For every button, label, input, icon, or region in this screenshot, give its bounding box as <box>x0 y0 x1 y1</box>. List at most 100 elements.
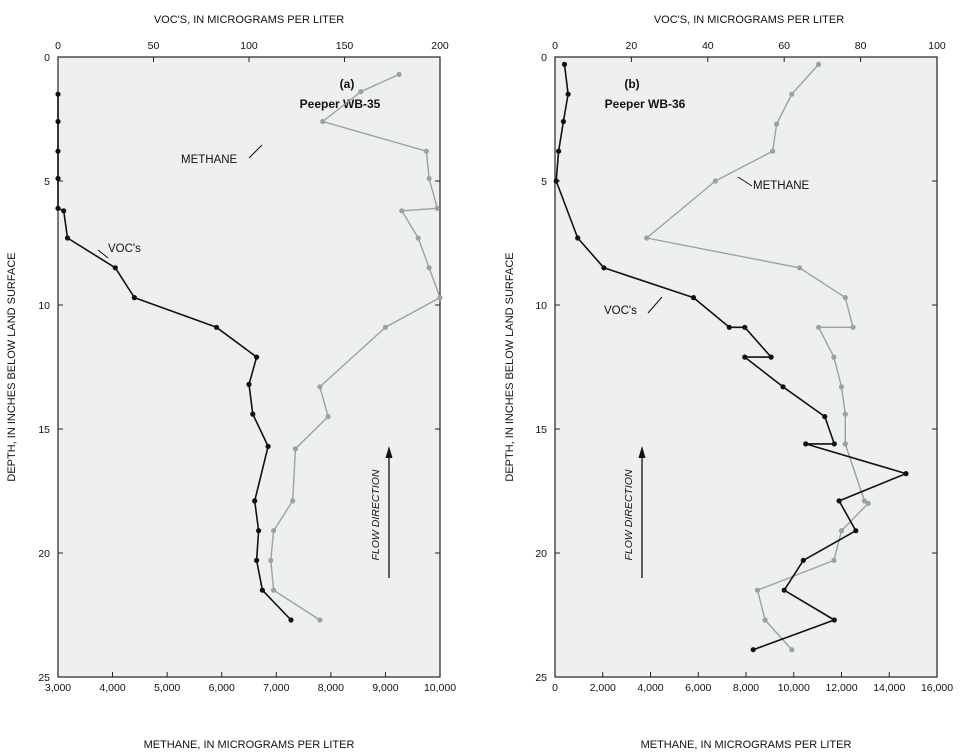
panel-a-y-tick-label: 10 <box>38 300 50 312</box>
panel-a-voc-point <box>131 295 137 301</box>
panel-a-voc-point <box>55 91 61 97</box>
panel-b-methane-point <box>644 235 650 241</box>
panel-b-bottom-tick-label: 6,000 <box>685 682 711 694</box>
panel-a-voc-point <box>250 411 256 417</box>
panel-a-voc-point <box>254 557 260 564</box>
panel-b-voc-point <box>853 528 859 534</box>
panel-b-top-tick-label: 20 <box>626 40 638 52</box>
panel-b-top-tick-label: 100 <box>928 40 946 52</box>
panel-a-bottom-tick-label: 10,000 <box>424 682 456 694</box>
panel-b-methane-point <box>831 557 837 564</box>
panel-b-bottom-tick-label: 12,000 <box>825 682 857 694</box>
panel-a-methane-point <box>423 148 429 154</box>
panel-a-methane-point <box>382 324 388 330</box>
panel-b-bottom-tick-label: 16,000 <box>921 682 953 694</box>
panel-a-methane-point <box>426 265 432 271</box>
panel-b-methane-point <box>816 324 822 330</box>
panel-a-voc-point <box>61 208 67 214</box>
panel-b-y-tick-label: 25 <box>535 672 547 684</box>
panel-a-y-tick-label: 0 <box>44 52 50 64</box>
panel-b-voc-point <box>831 617 837 623</box>
panel-a-site-label: Peeper WB-35 <box>300 97 381 111</box>
panel-b-methane-point <box>789 647 795 653</box>
panel-b-voc-point <box>575 235 581 241</box>
panel-b-bottom-tick-label: 8,000 <box>733 682 759 694</box>
panel-a-methane-leader <box>248 144 263 159</box>
panel-b-methane-point <box>842 295 848 301</box>
panel-a-voc-point <box>64 235 71 241</box>
panel-b-methane-point <box>850 324 856 330</box>
panel-a-voc-point <box>55 205 61 211</box>
panel-b-voc-point <box>553 178 559 184</box>
panel-b-voc-label: VOC's <box>604 305 637 317</box>
panel-b-top-tick-label: 0 <box>552 40 558 52</box>
panel-b: VOC'S, IN MICROGRAMS PER LITER METHANE, … <box>504 14 953 751</box>
panel-a-methane-label: METHANE <box>181 154 238 166</box>
panel-b-methane-point <box>861 498 868 504</box>
panel-b-bottom-tick-label: 14,000 <box>873 682 905 694</box>
panel-a-methane-point <box>426 175 432 182</box>
panel-b-voc-point <box>822 414 828 420</box>
panel-b-methane-point <box>770 148 776 154</box>
panel-b-bottom-tick-label: 4,000 <box>637 682 663 694</box>
panel-a-voc-point <box>55 175 61 182</box>
panel-a-y-axis-title: DEPTH, IN INCHES BELOW LAND SURFACE <box>6 252 18 481</box>
panel-b-top-tick-label: 40 <box>702 40 714 52</box>
panel-b-methane-label: METHANE <box>753 180 810 192</box>
panel-a-methane-point <box>271 528 277 534</box>
panel-b-site-label: Peeper WB-36 <box>605 97 686 111</box>
panel-b-voc-point <box>781 587 787 593</box>
panel-b-top-tick-label: 80 <box>855 40 867 52</box>
panel-b-voc-point <box>780 384 786 390</box>
panel-a-bottom-axis-title: METHANE, IN MICROGRAMS PER LITER <box>144 739 355 751</box>
panel-b-flow-arrowhead <box>638 446 646 458</box>
panel-a-y-tick-label: 20 <box>38 548 50 560</box>
panel-b-series <box>553 61 909 653</box>
panel-b-methane-point <box>789 91 795 97</box>
panel-b-methane-point <box>865 500 871 506</box>
panel-a-flow-arrowhead <box>385 446 393 458</box>
panel-a-methane-point <box>320 118 326 125</box>
panel-b-voc-point <box>556 148 562 154</box>
panel-b-bottom-tick-label: 2,000 <box>590 682 616 694</box>
panel-b-voc-point <box>601 265 607 271</box>
panel-b-voc-point <box>768 354 774 360</box>
panel-a-voc-point <box>55 118 61 125</box>
panel-a-voc-point <box>256 528 262 534</box>
panel-a-label: (a) <box>340 77 355 91</box>
panel-b-methane-leader <box>737 176 753 187</box>
panel-a-top-axis-title: VOC'S, IN MICROGRAMS PER LITER <box>154 14 344 26</box>
panel-a-methane-point <box>290 498 296 504</box>
panel-b-top-tick-label: 60 <box>778 40 790 52</box>
panel-a-methane-point <box>317 384 323 390</box>
panel-a-bottom-tick-label: 9,000 <box>372 682 398 694</box>
panel-b-bottom-tick-label: 10,000 <box>778 682 810 694</box>
panel-a-methane-point <box>358 89 364 95</box>
panel-b-methane-point <box>796 265 803 271</box>
panel-b-label: (b) <box>624 77 639 91</box>
panel-a-voc-point <box>265 443 271 449</box>
panel-b-voc-point <box>560 118 567 125</box>
panel-b-voc-point <box>903 471 909 477</box>
panel-b-methane-point <box>831 354 837 360</box>
panel-b-methane-point <box>754 587 761 593</box>
panel-b-plot-area <box>554 56 938 678</box>
panel-b-voc-point <box>836 498 842 504</box>
panel-b-voc-point <box>742 324 748 330</box>
panel-a-y-tick-label: 15 <box>38 424 50 436</box>
panel-b-voc-point <box>742 354 748 360</box>
panel-a-voc-point <box>246 381 252 387</box>
panel-b-methane-point <box>838 384 845 390</box>
panel-a-voc-label: VOC's <box>108 243 141 255</box>
panel-b-voc-point <box>803 441 809 447</box>
panel-b-methane-point <box>842 441 848 447</box>
panel-b-y-tick-label: 15 <box>535 424 547 436</box>
panel-b-methane-point <box>816 61 822 67</box>
panel-b-flow-label: FLOW DIRECTION <box>623 469 635 560</box>
panel-b-voc-point <box>726 324 732 330</box>
panel-a-methane-point <box>292 446 298 452</box>
panel-b-methane-point <box>712 178 719 184</box>
